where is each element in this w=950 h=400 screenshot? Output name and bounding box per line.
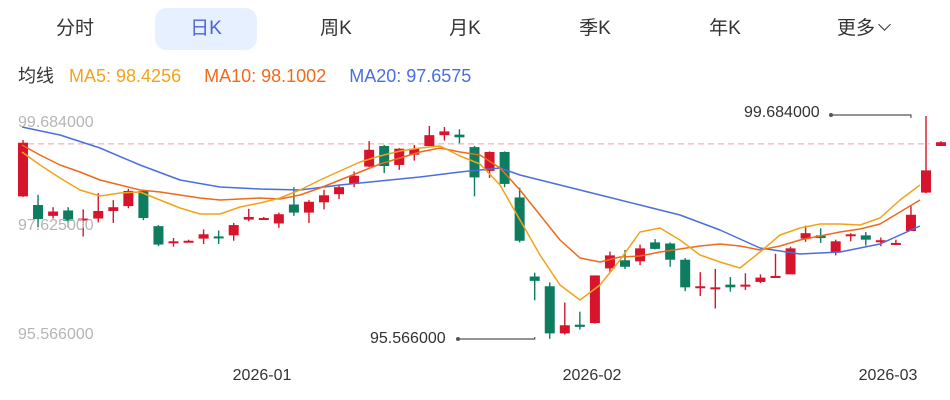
candle-down (379, 146, 390, 167)
min-price-annotation: 95.566000 (370, 330, 446, 347)
min-annotation-dot (456, 337, 460, 341)
candle-up (93, 210, 104, 219)
candle-up (635, 248, 646, 262)
y-axis-label-max: 99.684000 (18, 114, 94, 131)
candle-up (78, 218, 89, 221)
tab-yearly-k[interactable]: 年K (674, 8, 776, 50)
candle-up (439, 131, 450, 136)
candle-down (529, 276, 540, 281)
candle-up (243, 216, 254, 220)
x-axis-label: 2026-02 (562, 367, 622, 384)
candle-down (138, 190, 149, 219)
candle-up (228, 225, 239, 236)
candle-down (544, 286, 555, 334)
candle-down (815, 235, 826, 239)
ma5-line (21, 145, 921, 301)
candle-up (123, 190, 134, 207)
candle-down (680, 259, 691, 288)
ma-legend-title: 均线 (18, 66, 54, 86)
tab-daily-k[interactable]: 日K (155, 8, 257, 50)
candle-up (740, 284, 751, 287)
tab-intraday[interactable]: 分时 (24, 8, 126, 50)
candle-down (665, 243, 676, 260)
tab-label: 周K (320, 18, 352, 39)
candle-up (319, 195, 329, 203)
x-axis-label: 2026-03 (858, 367, 918, 384)
candle-down (650, 242, 661, 249)
candle-up (710, 287, 721, 290)
candle-up (875, 240, 886, 243)
tab-label: 更多 (836, 18, 875, 39)
candle-down (288, 204, 299, 213)
candle-down (725, 284, 736, 288)
candle-up (273, 214, 284, 224)
candle-up (18, 142, 28, 197)
candle-up (589, 275, 600, 324)
candle-down (574, 324, 585, 327)
candle-up (108, 207, 119, 211)
candle-down (33, 205, 44, 220)
candle-down (499, 151, 510, 184)
candle-down (620, 260, 630, 267)
candle-up (394, 148, 405, 165)
max-price-annotation: 99.684000 (744, 104, 820, 121)
candle-up (921, 170, 931, 193)
ma20-value: MA20: 97.6575 (349, 66, 472, 86)
tab-label: 年K (709, 18, 741, 39)
candle-up (168, 241, 179, 244)
tab-label: 日K (190, 18, 222, 39)
tab-weekly-k[interactable]: 周K (285, 8, 387, 50)
candle-up (349, 175, 360, 184)
candle-up (770, 275, 781, 278)
candle-up (409, 148, 420, 155)
period-tabs: 分时 日K 周K 月K 季K 年K 更多 (0, 0, 950, 56)
candle-up (334, 187, 345, 195)
candle-up (303, 201, 314, 213)
tab-quarterly-k[interactable]: 季K (544, 8, 646, 50)
tab-label: 分时 (55, 18, 94, 39)
tab-monthly-k[interactable]: 月K (414, 8, 516, 50)
candle-up (695, 286, 706, 289)
candle-down (860, 235, 871, 240)
x-axis-label: 2026-01 (232, 367, 292, 384)
tab-label: 季K (579, 18, 611, 39)
candle-down (153, 226, 164, 245)
candle-up (785, 248, 796, 275)
candle-up (559, 325, 570, 334)
candle-up (830, 241, 841, 253)
candle-up (755, 277, 766, 282)
candle-up (905, 214, 916, 232)
candle-up (48, 211, 59, 216)
tab-more[interactable]: 更多 (812, 8, 914, 50)
y-axis-label-min: 95.566000 (18, 326, 94, 343)
ma10-value: MA10: 98.1002 (204, 66, 327, 86)
min-annotation-leader (458, 337, 536, 340)
candle-up (936, 142, 947, 147)
ma-legend: 均线 MA5: 98.4256 MA10: 98.1002 MA20: 97.6… (18, 62, 489, 90)
candle-up (198, 234, 209, 239)
ma10-line (21, 144, 921, 263)
candle-up (604, 255, 615, 269)
tab-label: 月K (449, 18, 481, 39)
max-annotation-dot (829, 113, 833, 117)
candle-up (364, 149, 375, 167)
y-axis-label-mid: 97.625000 (18, 217, 94, 234)
ma5-value: MA5: 98.4256 (69, 66, 182, 86)
candle-down (213, 236, 224, 239)
candle-down (454, 134, 465, 138)
candle-down (63, 210, 74, 221)
max-annotation-leader (830, 114, 912, 118)
candle-up (845, 234, 856, 237)
candle-up (800, 233, 811, 239)
candle-up (890, 242, 901, 245)
candle-up (424, 135, 435, 147)
ma20-line (21, 126, 921, 255)
candle-up (258, 218, 269, 221)
candle-up (183, 240, 194, 243)
